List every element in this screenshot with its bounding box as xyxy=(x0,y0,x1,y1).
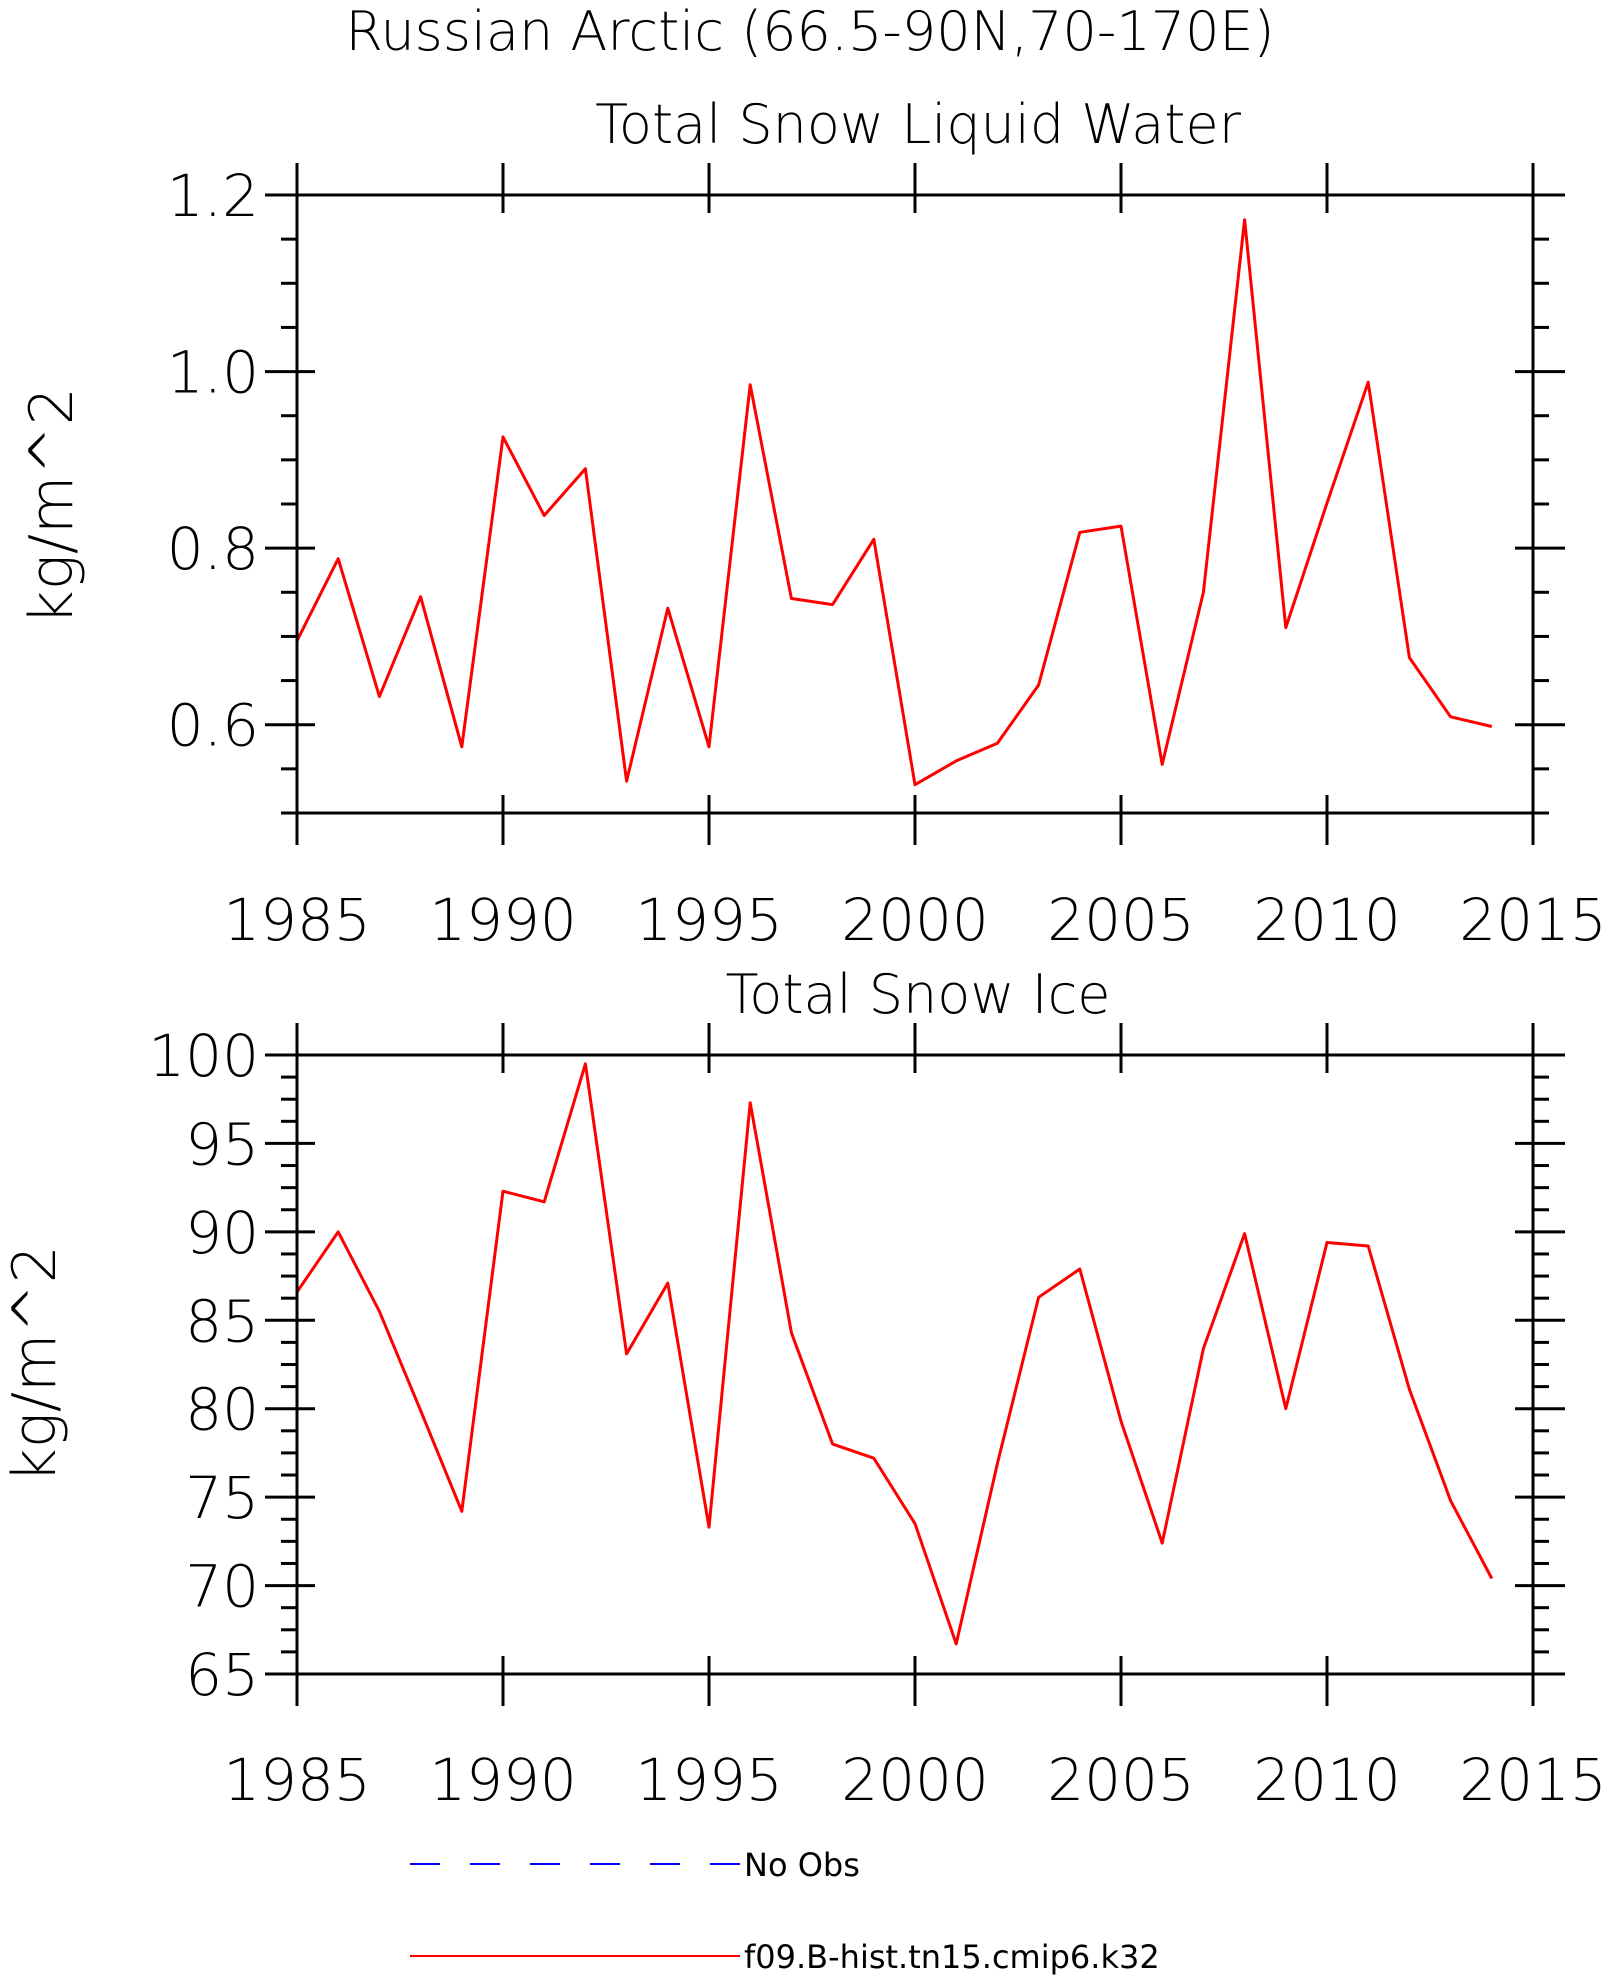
x-tick-label: 1990 xyxy=(429,1746,577,1814)
legend-label: No Obs xyxy=(744,1846,860,1884)
y-tick-label: 65 xyxy=(185,1641,259,1709)
legend: No Obs f09.B-hist.tn15.cmip6.k32 xyxy=(410,1846,1160,1976)
tick-labels: 1985 1990 1995 2000 2005 2010 2015 65 70 75 80 85 90… xyxy=(148,1022,1607,1814)
x-tick-label: 2015 xyxy=(1459,886,1607,954)
panel-title: Total Snow Ice xyxy=(726,963,1111,1026)
y-tick-label: 85 xyxy=(185,1287,259,1355)
series-line xyxy=(295,218,1493,787)
y-tick-label: 95 xyxy=(185,1110,259,1178)
legend-label: f09.B-hist.tn15.cmip6.k32 xyxy=(744,1938,1160,1976)
x-tick-label: 2000 xyxy=(841,1746,989,1814)
y-tick-label: 0.6 xyxy=(167,692,259,760)
x-tick-label: 1985 xyxy=(223,1746,371,1814)
y-tick-label: 90 xyxy=(185,1199,259,1267)
x-tick-label: 2010 xyxy=(1253,1746,1401,1814)
plot-area xyxy=(295,1062,1494,1646)
legend-item-model: f09.B-hist.tn15.cmip6.k32 xyxy=(410,1938,1160,1976)
plot-frame xyxy=(295,193,1535,815)
x-tick-label: 2005 xyxy=(1047,886,1195,954)
plot-frame xyxy=(295,1053,1535,1676)
y-tick-label: 100 xyxy=(148,1022,259,1090)
y-tick-label: 75 xyxy=(185,1464,259,1532)
plot-area xyxy=(295,218,1493,787)
y-axis-label: kg/m^2 xyxy=(0,1245,70,1483)
panel-snow-ice: Total Snow Ice kg/m^2 1985 1990 1995 2000 20… xyxy=(0,963,1607,1814)
y-tick-label: 1.2 xyxy=(167,162,259,230)
x-tick-label: 1995 xyxy=(635,886,783,954)
series-line xyxy=(295,1062,1494,1646)
axis-ticks xyxy=(265,1023,1565,1706)
x-tick-label: 2010 xyxy=(1253,886,1401,954)
legend-item-no-obs: No Obs xyxy=(410,1846,860,1884)
y-axis-label: kg/m^2 xyxy=(17,387,87,625)
x-tick-label: 1985 xyxy=(223,886,371,954)
y-tick-label: 70 xyxy=(185,1553,259,1621)
y-tick-label: 1.0 xyxy=(167,339,259,407)
x-tick-label: 1990 xyxy=(429,886,577,954)
x-tick-label: 2015 xyxy=(1459,1746,1607,1814)
x-tick-label: 1995 xyxy=(635,1746,783,1814)
panel-title: Total Snow Liquid Water xyxy=(595,93,1242,156)
y-tick-label: 0.8 xyxy=(167,515,259,583)
y-tick-label: 80 xyxy=(185,1376,259,1444)
tick-labels: 1985 1990 1995 2000 2005 2010 2015 0.6 0.8 1.0 1.2 xyxy=(167,162,1607,954)
x-tick-label: 2000 xyxy=(841,886,989,954)
figure-title: Russian Arctic (66.5-90N,70-170E) xyxy=(345,0,1274,63)
x-tick-label: 2005 xyxy=(1047,1746,1195,1814)
panel-snow-liquid-water: Total Snow Liquid Water kg/m^2 1985 1990 1… xyxy=(17,93,1607,954)
